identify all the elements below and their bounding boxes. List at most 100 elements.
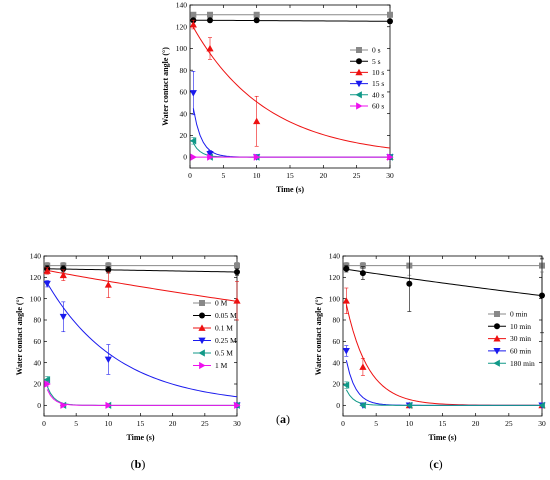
data-point-b-3 xyxy=(43,280,51,288)
caption-b-close: ) xyxy=(141,457,146,471)
data-point-c-1 xyxy=(343,265,350,272)
series-curve-a-1 xyxy=(193,19,391,22)
x-tick-label-a: 20 xyxy=(320,171,328,180)
y-tick-label-a: 60 xyxy=(180,88,188,97)
data-point-a-0 xyxy=(387,11,393,18)
series-b-2 xyxy=(43,267,241,321)
data-point-a-0 xyxy=(190,11,197,18)
series-curve-b-1 xyxy=(47,268,238,273)
series-curve-a-4 xyxy=(192,143,390,158)
series-b-1 xyxy=(44,265,240,276)
legend-marker-a-2 xyxy=(355,68,363,76)
legend-item-c-4: 180 min xyxy=(488,359,535,368)
x-tick-label-a: 25 xyxy=(353,171,361,180)
series-b-5 xyxy=(44,380,241,409)
legend-marker-a-0 xyxy=(356,47,362,53)
legend-marker-c-4 xyxy=(493,359,500,367)
legend-item-a-3: 15 s xyxy=(350,79,384,88)
caption-c-close: ) xyxy=(438,457,443,471)
legend-label-c-4: 180 min xyxy=(510,359,535,368)
data-point-c-4 xyxy=(342,381,350,389)
series-b-0 xyxy=(44,262,240,270)
series-a-0 xyxy=(190,11,393,18)
x-tick-label-c: 10 xyxy=(406,419,414,428)
y-tick-label-b: 120 xyxy=(30,273,42,282)
x-tick-label-c: 20 xyxy=(472,419,480,428)
data-point-a-1 xyxy=(207,17,213,24)
series-curve-c-1 xyxy=(346,268,543,297)
legend-label-c-3: 60 min xyxy=(510,347,531,356)
data-point-a-5 xyxy=(207,153,214,161)
x-tick-label-a: 15 xyxy=(286,171,294,180)
data-point-b-2 xyxy=(59,271,67,279)
y-tick-label-b: 40 xyxy=(34,358,42,367)
series-curve-b-3 xyxy=(46,282,238,398)
x-tick-label-a: 10 xyxy=(253,171,261,180)
y-axis-label-b: Water contact angle (°) xyxy=(15,296,24,375)
caption-a-open: ( xyxy=(276,412,280,426)
data-point-a-0 xyxy=(207,11,213,18)
data-point-b-1 xyxy=(105,266,112,273)
caption-c-open: ( xyxy=(429,457,434,471)
y-tick-label-c: 80 xyxy=(333,316,341,325)
data-point-a-4 xyxy=(189,137,197,145)
legend-item-b-4: 0.5 M xyxy=(193,349,233,358)
legend-marker-b-0 xyxy=(199,300,205,306)
legend-marker-c-0 xyxy=(494,311,500,317)
legend-item-a-2: 10 s xyxy=(350,68,384,77)
y-tick-label-b: 0 xyxy=(37,401,41,410)
series-curve-b-4 xyxy=(46,386,237,406)
y-tick-label-c: 140 xyxy=(329,252,341,261)
y-tick-label-a: 100 xyxy=(176,44,188,53)
x-tick-label-b: 10 xyxy=(105,419,113,428)
series-curve-b-5 xyxy=(46,389,237,406)
legend-label-b-0: 0 M xyxy=(215,299,228,308)
x-tick-label-a: 0 xyxy=(188,171,192,180)
data-point-b-0 xyxy=(105,262,112,269)
y-tick-label-c: 100 xyxy=(329,294,341,303)
data-point-b-5 xyxy=(60,401,67,409)
y-tick-label-b: 80 xyxy=(34,316,42,325)
legend-item-b-3: 0.25 M xyxy=(193,336,237,345)
legend-item-b-2: 0.1 M xyxy=(193,324,233,333)
caption-a-close: ) xyxy=(286,412,290,426)
legend-item-b-5: 1 M xyxy=(193,361,228,370)
legend-marker-b-4 xyxy=(198,349,205,357)
y-tick-label-a: 40 xyxy=(180,109,188,118)
series-a-3 xyxy=(189,70,394,161)
y-tick-label-b: 100 xyxy=(30,294,42,303)
x-axis-label-c: Time (s) xyxy=(428,433,456,442)
y-tick-label-a: 0 xyxy=(183,153,187,162)
data-point-c-2 xyxy=(342,297,350,304)
data-point-b-3 xyxy=(104,356,112,364)
data-point-a-2 xyxy=(253,117,261,125)
legend-label-b-1: 0.05 M xyxy=(215,311,237,320)
chart-b: 0 5 10 15 20 25 30 0 20 40 60 80 100 120 140 Time (s) Wa… xyxy=(15,252,241,442)
data-point-a-1 xyxy=(387,18,393,25)
caption-a: (a) xyxy=(263,412,303,427)
data-point-b-5 xyxy=(44,380,51,388)
legend-marker-c-3 xyxy=(493,348,501,355)
y-tick-label-a: 120 xyxy=(176,22,188,31)
legend-label-b-2: 0.1 M xyxy=(215,324,233,333)
data-point-a-2 xyxy=(206,44,214,52)
data-point-a-1 xyxy=(253,17,260,24)
y-tick-label-c: 120 xyxy=(329,273,341,282)
series-curve-a-2 xyxy=(192,27,391,149)
x-tick-label-b: 5 xyxy=(74,419,78,428)
data-point-a-3 xyxy=(189,90,197,97)
caption-c: (c) xyxy=(416,457,456,472)
legend-marker-a-4 xyxy=(355,91,362,99)
y-axis-label-a: Water contact angle (°) xyxy=(161,47,170,126)
data-point-b-2 xyxy=(233,297,241,304)
data-point-b-0 xyxy=(234,262,240,269)
legend-marker-b-5 xyxy=(199,361,206,370)
data-point-c-1 xyxy=(406,280,413,287)
x-tick-label-c: 25 xyxy=(505,419,513,428)
legend-marker-b-1 xyxy=(199,312,205,319)
data-point-b-1 xyxy=(234,269,240,275)
series-curve-a-3 xyxy=(192,108,390,158)
x-tick-label-c: 30 xyxy=(538,419,546,428)
legend-item-c-1: 10 min xyxy=(488,322,531,331)
